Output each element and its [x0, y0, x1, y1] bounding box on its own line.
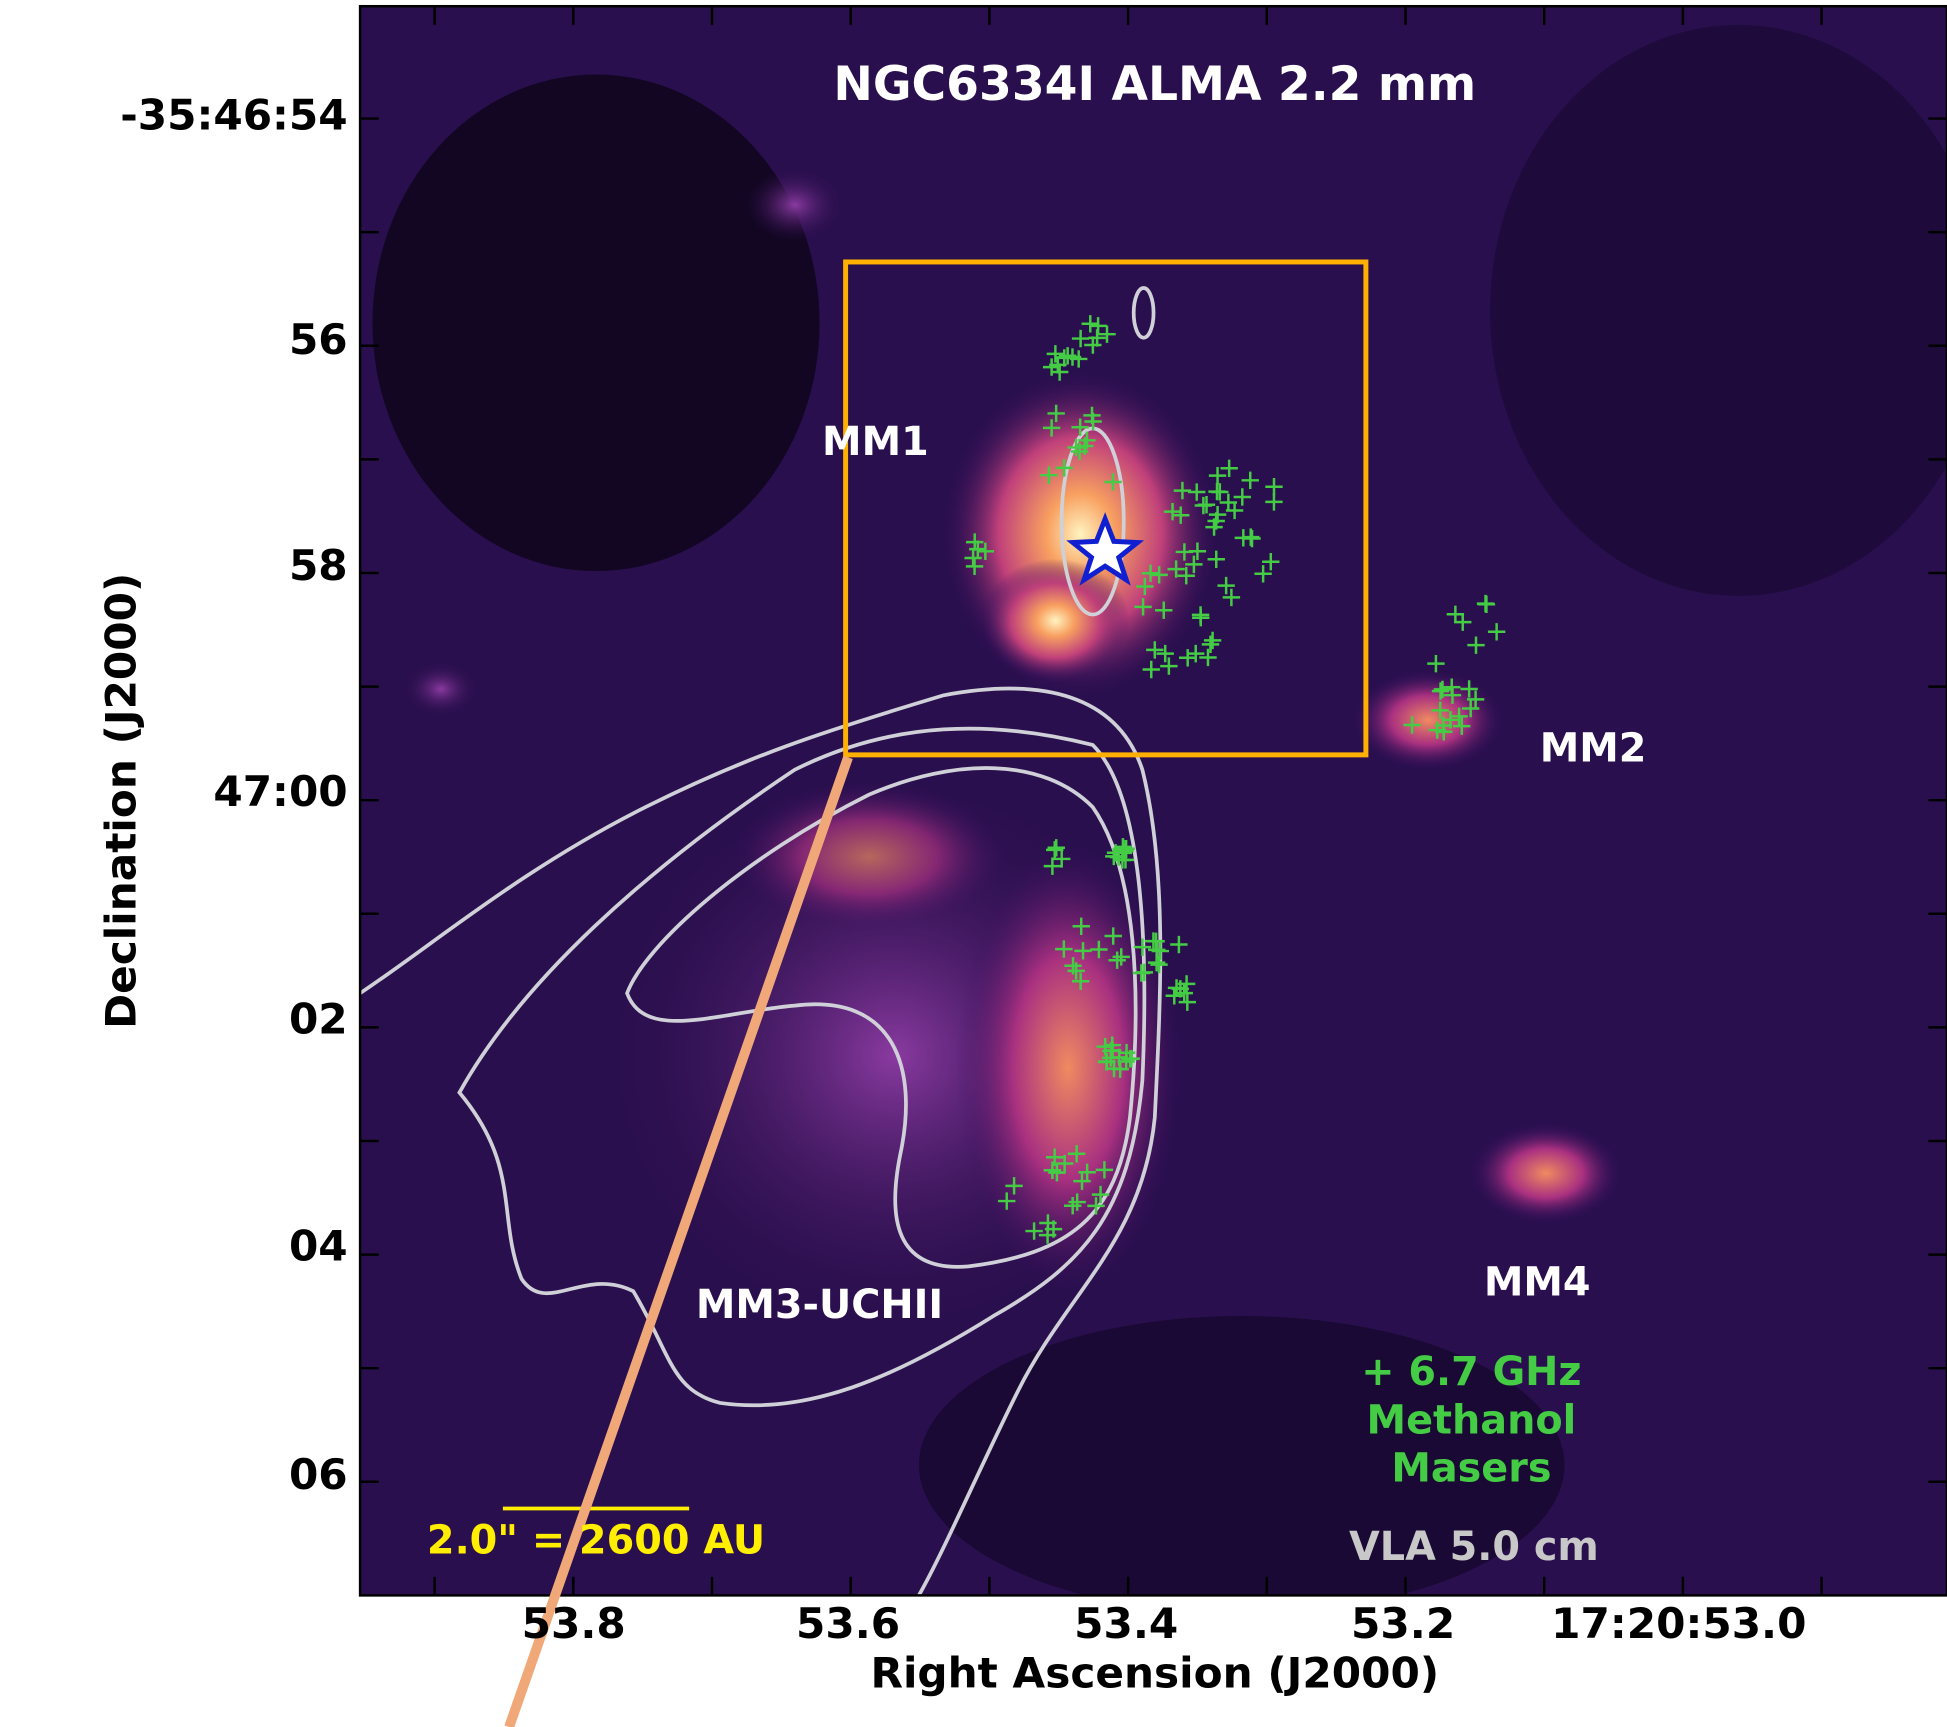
y-tick-label: 02 — [289, 994, 348, 1043]
scale-bar-label: 2.0" = 2600 AU — [427, 1518, 765, 1564]
legend-text: Methanol — [1367, 1397, 1577, 1443]
x-tick-label: 53.4 — [1074, 1599, 1178, 1648]
y-tick-label: 47:00 — [213, 767, 347, 816]
legend-text: Masers — [1391, 1446, 1551, 1492]
y-tick-label: 58 — [289, 541, 348, 590]
x-tick-label: 17:20:53.0 — [1551, 1599, 1806, 1648]
x-axis-label: Right Ascension (J2000) — [870, 1649, 1439, 1698]
x-tick-label: 53.2 — [1351, 1599, 1455, 1648]
legend-text: VLA 5.0 cm — [1349, 1524, 1599, 1570]
y-tick-label: 04 — [289, 1222, 348, 1271]
title: NGC6334I ALMA 2.2 mm — [833, 57, 1476, 112]
y-tick-label: -35:46:54 — [120, 90, 347, 139]
source-label: MM4 — [1484, 1260, 1591, 1306]
image — [360, 6, 1947, 1614]
legend-text: + 6.7 GHz — [1361, 1349, 1581, 1395]
figure: NGC6334I ALMA 2.2 mm Right Ascension (J2… — [0, 0, 1947, 1727]
source-label: MM3-UCHII — [696, 1282, 943, 1328]
y-tick-label: 56 — [289, 315, 348, 364]
source-label: MM2 — [1540, 726, 1647, 772]
y-axis-label: Declination (J2000) — [97, 573, 146, 1029]
y-tick-label: 06 — [289, 1450, 348, 1499]
source-label: MM1 — [822, 419, 929, 465]
x-tick-label: 53.8 — [522, 1599, 626, 1648]
x-tick-label: 53.6 — [796, 1599, 900, 1648]
